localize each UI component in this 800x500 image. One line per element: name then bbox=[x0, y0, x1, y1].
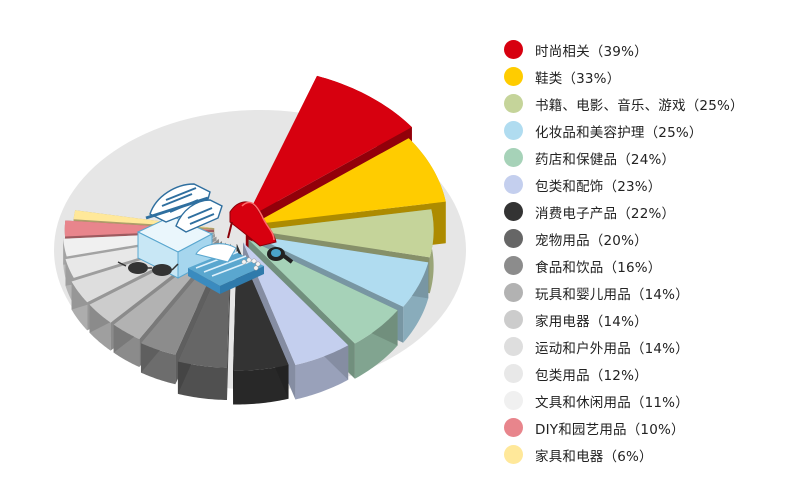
legend-item: 文具和休闲用品（11%） bbox=[504, 387, 744, 414]
pie-slice-top bbox=[252, 138, 446, 225]
legend-item: 玩具和婴儿用品（14%） bbox=[504, 279, 744, 306]
legend-swatch bbox=[504, 445, 523, 464]
legend-swatch bbox=[504, 121, 523, 140]
legend-label: 运动和户外用品（14%） bbox=[535, 340, 689, 357]
legend-swatch bbox=[504, 148, 523, 167]
legend-label: 食品和饮品（16%） bbox=[535, 259, 662, 276]
pie-slice-top bbox=[248, 239, 398, 344]
legend-swatch bbox=[504, 229, 523, 248]
legend-label: 消费电子产品（22%） bbox=[535, 205, 676, 222]
legend-label: 包类和配饰（23%） bbox=[535, 178, 662, 195]
legend-swatch bbox=[504, 391, 523, 410]
legend-label: 家用电器（14%） bbox=[535, 313, 648, 330]
legend-label: 书籍、电影、音乐、游戏（25%） bbox=[535, 97, 744, 114]
pie-slice-top bbox=[243, 242, 349, 365]
legend-label: 时尚相关（39%） bbox=[535, 43, 648, 60]
legend-swatch bbox=[504, 337, 523, 356]
pie-chart bbox=[54, 75, 466, 405]
legend-item: 宠物用品（20%） bbox=[504, 225, 744, 252]
legend-label: 家具和电器（6%） bbox=[535, 448, 653, 465]
legend-label: 鞋类（33%） bbox=[535, 70, 621, 87]
pearl-necklace-illustration bbox=[241, 257, 261, 271]
legend-swatch bbox=[504, 94, 523, 113]
legend-swatch bbox=[504, 364, 523, 383]
legend-label: 包类用品（12%） bbox=[535, 367, 648, 384]
legend-label: 文具和休闲用品（11%） bbox=[535, 394, 689, 411]
legend-swatch bbox=[504, 175, 523, 194]
legend-item: DIY和园艺用品（10%） bbox=[504, 414, 744, 441]
red-heels-illustration bbox=[227, 201, 277, 247]
legend-item: 书籍、电影、音乐、游戏（25%） bbox=[504, 90, 744, 117]
folded-shirts-illustration bbox=[188, 243, 264, 294]
legend-item: 药店和保健品（24%） bbox=[504, 144, 744, 171]
legend-item: 化妆品和美容护理（25%） bbox=[504, 117, 744, 144]
pie-slice-top bbox=[245, 75, 412, 219]
legend-label: 化妆品和美容护理（25%） bbox=[535, 124, 703, 141]
pie-slice-top bbox=[64, 220, 215, 237]
legend-item: 运动和户外用品（14%） bbox=[504, 333, 744, 360]
legend-swatch bbox=[504, 310, 523, 329]
legend-label: DIY和园艺用品（10%） bbox=[535, 421, 685, 438]
legend-swatch bbox=[504, 256, 523, 275]
legend-swatch bbox=[504, 283, 523, 302]
legend-item: 包类用品（12%） bbox=[504, 360, 744, 387]
legend-label: 宠物用品（20%） bbox=[535, 232, 648, 249]
legend-item: 时尚相关（39%） bbox=[504, 36, 744, 63]
shoebox-sneakers-illustration bbox=[136, 183, 223, 279]
product-illustrations bbox=[117, 183, 294, 294]
legend-label: 玩具和婴儿用品（14%） bbox=[535, 286, 689, 303]
pie-slice-side bbox=[177, 361, 227, 400]
sunglasses-illustration bbox=[117, 261, 179, 276]
legend-label: 药店和保健品（24%） bbox=[535, 151, 676, 168]
pie-slice-side bbox=[233, 364, 289, 405]
pie-slice-top bbox=[252, 235, 429, 307]
legend-item: 鞋类（33%） bbox=[504, 63, 744, 90]
legend-item: 消费电子产品（22%） bbox=[504, 198, 744, 225]
legend-item: 家用电器（14%） bbox=[504, 306, 744, 333]
legend-item: 食品和饮品（16%） bbox=[504, 252, 744, 279]
legend-swatch bbox=[504, 202, 523, 221]
pie-slice-top bbox=[253, 209, 434, 258]
legend-swatch bbox=[504, 418, 523, 437]
legend-item: 包类和配饰（23%） bbox=[504, 171, 744, 198]
watch-illustration bbox=[267, 247, 294, 264]
legend-item: 家具和电器（6%） bbox=[504, 441, 744, 468]
legend-swatch bbox=[504, 40, 523, 59]
chart-legend: 时尚相关（39%） 鞋类（33%） 书籍、电影、音乐、游戏（25%） 化妆品和美容护理… bbox=[504, 36, 744, 468]
legend-swatch bbox=[504, 67, 523, 86]
